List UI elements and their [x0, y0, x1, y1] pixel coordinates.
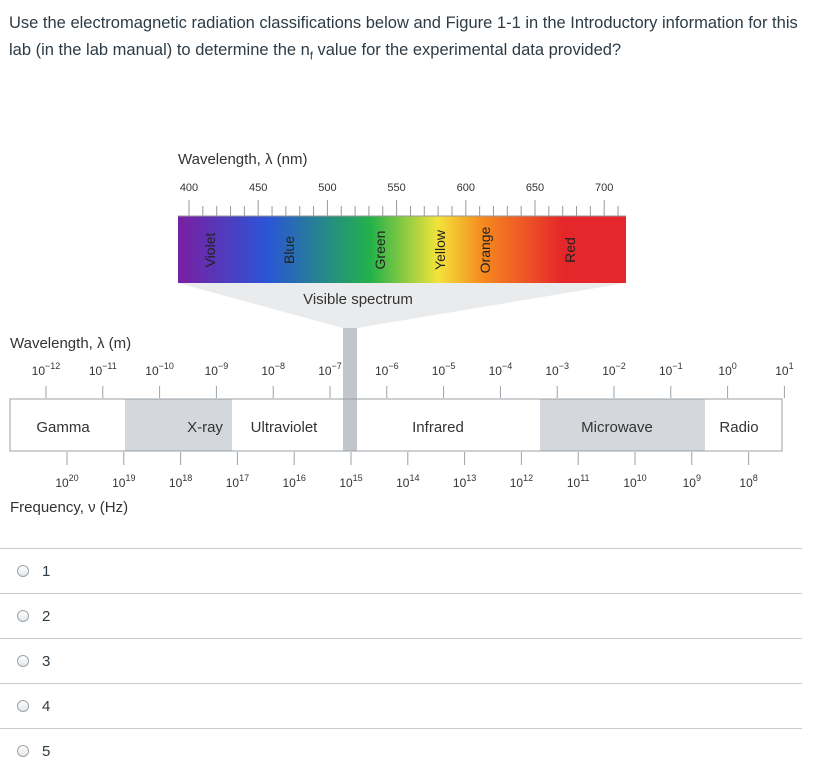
frequency-tick-label: 1012	[510, 473, 533, 490]
visible-nm-tick-label: 400	[180, 182, 198, 194]
frequency-tick-label: 1017	[226, 473, 249, 490]
visible-color-label-red: Red	[562, 237, 578, 263]
wavelength-m-tick-label: 10−12	[32, 361, 61, 378]
frequency-tick-label: 109	[683, 473, 701, 490]
visible-nm-tick-label: 700	[595, 182, 613, 194]
visible-spectrum-caption: Visible spectrum	[303, 291, 413, 308]
wavelength-m-tick-label: 10−4	[489, 361, 513, 378]
em-spectrum-figure: Gamma X-ray Ultraviolet Infrared Microwave Ra…	[0, 140, 813, 525]
answer-option[interactable]: 2	[0, 593, 802, 638]
wavelength-m-tick-label: 10−3	[545, 361, 569, 378]
visible-nm-tick-label: 650	[526, 182, 544, 194]
radio-button[interactable]	[17, 565, 29, 577]
wavelength-m-tick-label: 10−7	[318, 361, 342, 378]
wavelength-m-tick-label: 100	[718, 361, 736, 378]
answer-option[interactable]: 3	[0, 638, 802, 683]
frequency-tick-label: 1013	[453, 473, 476, 490]
wavelength-m-tick-label: 10−2	[602, 361, 626, 378]
visible-nm-tick-label: 550	[387, 182, 405, 194]
frequency-tick-label: 1020	[55, 473, 78, 490]
question-text: Use the electromagnetic radiation classi…	[9, 10, 799, 69]
region-label-radio: Radio	[719, 419, 758, 436]
visible-spectrum-strip	[178, 216, 626, 283]
frequency-tick-label: 1015	[339, 473, 362, 490]
region-label-xray: X-ray	[187, 419, 223, 436]
visible-nm-tick-label: 500	[318, 182, 336, 194]
answer-option[interactable]: 5	[0, 728, 802, 773]
frequency-tick-label: 1016	[283, 473, 306, 490]
frequency-tick-label: 1018	[169, 473, 192, 490]
answer-label: 2	[42, 607, 51, 625]
answer-label: 3	[42, 652, 51, 670]
wavelength-m-tick-label: 10−11	[89, 361, 117, 378]
em-region-visible	[343, 399, 357, 451]
frequency-tick-label: 1010	[623, 473, 646, 490]
visible-color-label-violet: Violet	[202, 233, 218, 268]
visible-band-connector	[343, 328, 357, 402]
radio-button[interactable]	[17, 700, 29, 712]
region-label-microwave: Microwave	[581, 419, 653, 436]
em-bar-outline	[9, 398, 783, 452]
question-text-before: Use the electromagnetic radiation classi…	[9, 14, 798, 59]
answer-label: 1	[42, 562, 51, 580]
visible-color-label-green: Green	[372, 231, 388, 270]
em-region-xray	[125, 399, 232, 451]
visible-axis-label: Wavelength, λ (nm)	[178, 151, 308, 168]
wavelength-m-tick-label: 10−1	[659, 361, 683, 378]
em-region-gamma	[10, 399, 125, 451]
em-region-ultraviolet	[232, 399, 343, 451]
region-label-ultraviolet: Ultraviolet	[251, 419, 319, 436]
region-label-gamma: Gamma	[36, 419, 90, 436]
wavelength-m-axis-label: Wavelength, λ (m)	[10, 335, 131, 352]
visible-nm-tick-label: 600	[457, 182, 475, 194]
visible-nm-tick-label: 450	[249, 182, 267, 194]
answer-label: 5	[42, 742, 51, 760]
visible-color-label-blue: Blue	[281, 236, 297, 264]
frequency-tick-label: 1019	[112, 473, 135, 490]
wavelength-m-tick-label: 10−6	[375, 361, 399, 378]
wavelength-m-tick-label: 10−9	[205, 361, 229, 378]
frequency-tick-label: 1011	[567, 473, 590, 490]
question-text-after: value for the experimental data provided…	[312, 40, 622, 59]
radio-button[interactable]	[17, 745, 29, 757]
radio-button[interactable]	[17, 610, 29, 622]
em-region-microwave	[540, 399, 705, 451]
answer-option[interactable]: 4	[0, 683, 802, 728]
wavelength-m-tick-label: 10−5	[432, 361, 456, 378]
visible-color-label-yellow: Yellow	[432, 229, 448, 270]
answer-list: 1 2 3 4 5	[0, 548, 802, 773]
em-region-radio	[705, 399, 782, 451]
radio-button[interactable]	[17, 655, 29, 667]
frequency-tick-label: 1014	[396, 473, 419, 490]
em-region-infrared	[357, 399, 540, 451]
em-spectrum-diagram: Gamma X-ray Ultraviolet Infrared Microwave Ra…	[9, 151, 794, 516]
region-label-infrared: Infrared	[412, 419, 464, 436]
answer-option[interactable]: 1	[0, 548, 802, 593]
wavelength-m-tick-label: 101	[775, 361, 793, 378]
frequency-tick-label: 108	[739, 473, 757, 490]
frequency-axis-label: Frequency, ν (Hz)	[10, 499, 128, 516]
wavelength-m-tick-label: 10−8	[261, 361, 285, 378]
question-subscript: f	[309, 49, 313, 62]
visible-projection-fan	[178, 283, 626, 328]
wavelength-m-tick-label: 10−10	[145, 361, 174, 378]
answer-label: 4	[42, 697, 51, 715]
visible-color-label-orange: Orange	[477, 226, 493, 273]
